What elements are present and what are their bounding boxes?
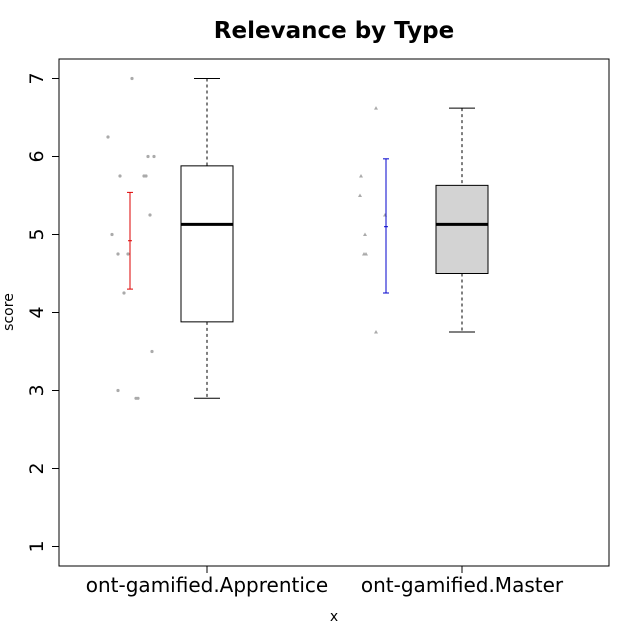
mean-ci-layer bbox=[127, 158, 389, 294]
data-point bbox=[359, 174, 363, 178]
y-tick-label: 4 bbox=[26, 306, 48, 318]
boxes-layer bbox=[180, 78, 489, 399]
data-point bbox=[358, 193, 362, 197]
data-point bbox=[122, 291, 126, 295]
data-point bbox=[136, 396, 140, 400]
y-tick-label: 2 bbox=[26, 462, 48, 474]
box-iqr bbox=[180, 165, 234, 323]
data-point bbox=[152, 154, 156, 159]
y-tick-label: 1 bbox=[26, 540, 48, 552]
data-point bbox=[106, 135, 110, 139]
data-point bbox=[116, 252, 120, 256]
jitter-points bbox=[106, 76, 387, 400]
y-tick-label: 3 bbox=[26, 384, 48, 396]
data-point bbox=[110, 232, 114, 237]
plot-frame bbox=[58, 58, 610, 567]
x-tick-label: ont-gamified.Master bbox=[361, 573, 564, 597]
data-point bbox=[150, 349, 154, 354]
chart-title: Relevance by Type bbox=[214, 18, 454, 44]
y-tick-label: 5 bbox=[26, 228, 48, 240]
data-point bbox=[374, 330, 378, 334]
y-axis-label: score bbox=[1, 293, 17, 331]
y-tick-label: 7 bbox=[26, 72, 48, 84]
data-point bbox=[126, 252, 130, 256]
data-point bbox=[148, 213, 152, 217]
data-point bbox=[146, 154, 150, 159]
data-point bbox=[116, 388, 120, 393]
data-point bbox=[363, 232, 367, 236]
y-axis: 1 2 3 4 5 6 7 bbox=[26, 72, 59, 553]
data-point bbox=[144, 174, 148, 178]
data-point bbox=[130, 76, 134, 81]
data-point bbox=[374, 106, 378, 110]
data-point bbox=[118, 174, 122, 178]
data-point bbox=[364, 252, 368, 256]
y-tick-label: 6 bbox=[26, 150, 48, 162]
box-iqr bbox=[435, 184, 489, 274]
x-axis: ont-gamified.Apprentice ont-gamified.Mast… bbox=[86, 566, 564, 597]
x-axis-label: x bbox=[330, 609, 338, 625]
x-tick-label: ont-gamified.Apprentice bbox=[86, 573, 328, 597]
